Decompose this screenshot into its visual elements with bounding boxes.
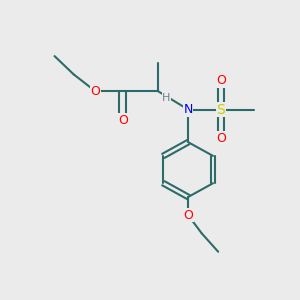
Text: H: H (162, 93, 171, 103)
Text: O: O (216, 74, 226, 87)
Text: O: O (118, 113, 128, 127)
Text: O: O (91, 85, 100, 98)
Text: O: O (183, 209, 193, 222)
Text: O: O (216, 132, 226, 145)
Text: N: N (184, 103, 193, 116)
Text: S: S (217, 103, 225, 117)
